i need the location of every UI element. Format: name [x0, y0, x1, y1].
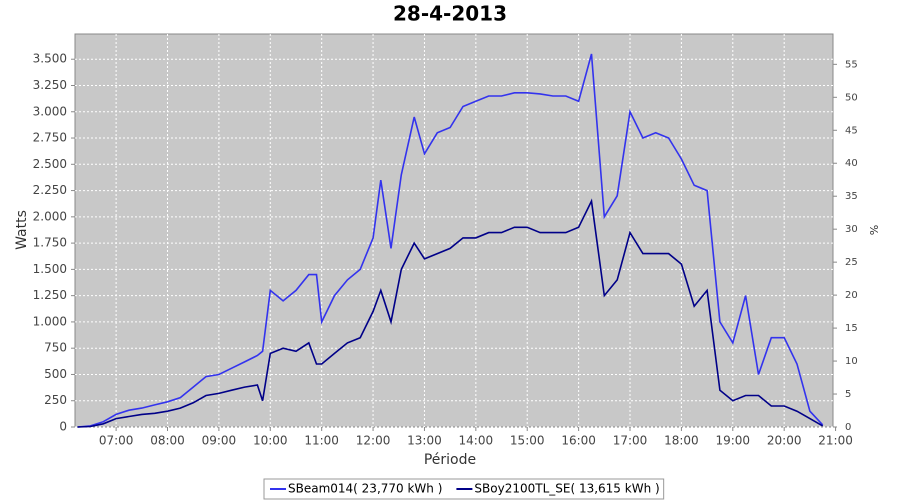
chart-title: 28-4-2013 — [393, 2, 507, 26]
x-tick-label: 12:00 — [356, 434, 391, 448]
y-tick-label: 1.250 — [33, 288, 67, 302]
y2-tick-label: 25 — [845, 257, 858, 268]
y2-tick-label: 0 — [845, 422, 851, 433]
x-tick-label: 10:00 — [253, 434, 288, 448]
legend-label: SBoy2100TL_SE( 13,615 kWh ) — [474, 482, 659, 496]
y2-tick-label: 20 — [845, 290, 858, 301]
y-tick-label: 500 — [44, 367, 67, 381]
legend-label: SBeam014( 23,770 kWh ) — [288, 482, 442, 496]
series-line — [77, 198, 824, 428]
x-tick-label: 07:00 — [99, 434, 134, 448]
y2-tick-label: 45 — [845, 125, 858, 136]
legend: SBeam014( 23,770 kWh ) SBoy2100TL_SE( 13,… — [263, 478, 665, 500]
x-tick-label: 18:00 — [664, 434, 699, 448]
x-tick-label: 20:00 — [767, 434, 802, 448]
x-tick-label: 21:00 — [818, 434, 853, 448]
y-tick-label: 750 — [44, 341, 67, 355]
y-tick-label: 250 — [44, 393, 67, 407]
y2-tick-label: 50 — [845, 92, 858, 103]
y2-tick-label: 15 — [845, 323, 858, 334]
x-tick-label: 08:00 — [150, 434, 185, 448]
y-tick-label: 2.500 — [33, 157, 67, 171]
y-tick-label: 3.000 — [33, 104, 67, 118]
y-tick-label: 1.000 — [33, 314, 67, 328]
y2-tick-label: 10 — [845, 356, 858, 367]
y-tick-label: 3.250 — [33, 78, 67, 92]
x-tick-label: 17:00 — [613, 434, 648, 448]
y-tick-label: 1.750 — [33, 236, 67, 250]
x-tick-label: 14:00 — [459, 434, 494, 448]
y-tick-label: 0 — [59, 420, 67, 434]
x-tick-label: 09:00 — [202, 434, 237, 448]
y-tick-label: 1.500 — [33, 262, 67, 276]
y-tick-label: 2.000 — [33, 209, 67, 223]
y-tick-label: 2.250 — [33, 183, 67, 197]
y2-axis-label: % — [867, 225, 880, 235]
x-tick-label: 11:00 — [304, 434, 339, 448]
y2-tick-label: 35 — [845, 191, 858, 202]
y2-tick-label: 55 — [845, 59, 858, 70]
x-tick-label: 13:00 — [407, 434, 442, 448]
y-tick-label: 3.500 — [33, 52, 67, 66]
y2-tick-label: 40 — [845, 158, 858, 169]
y-axis-label: Watts — [14, 210, 30, 250]
y2-tick-label: 5 — [845, 389, 851, 400]
plot-area — [74, 33, 834, 428]
x-tick-label: 19:00 — [715, 434, 750, 448]
x-axis-label: Période — [424, 452, 476, 468]
x-tick-label: 15:00 — [510, 434, 545, 448]
y2-tick-label: 30 — [845, 224, 858, 235]
y-tick-label: 2.750 — [33, 131, 67, 145]
series-line — [77, 53, 824, 428]
x-tick-label: 16:00 — [561, 434, 596, 448]
